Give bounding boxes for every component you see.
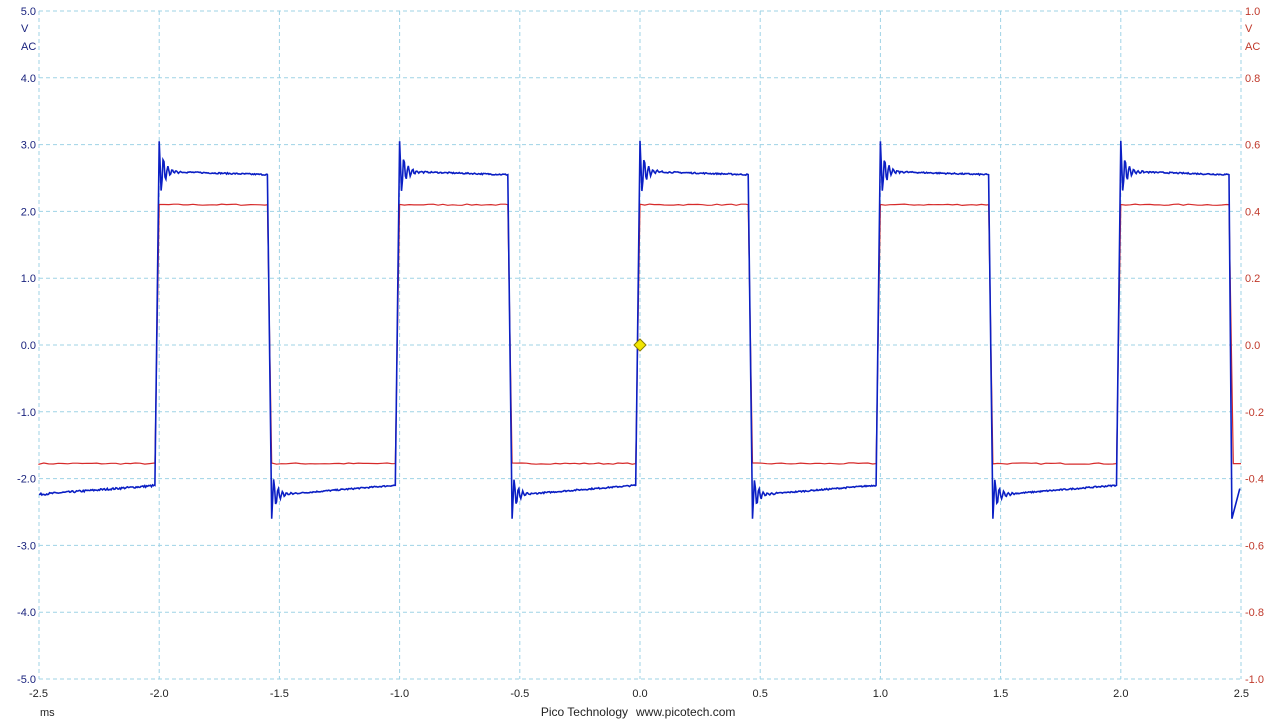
x-axis-tick-label: 2.5 bbox=[1234, 688, 1249, 700]
left-axis-tick-label: 3.0 bbox=[21, 140, 36, 152]
left-axis-tick-label: -1.0 bbox=[17, 407, 36, 419]
footer-brand: Pico Technology bbox=[541, 705, 628, 719]
right-axis-coupling: AC bbox=[1245, 41, 1260, 53]
left-axis-tick-label: 2.0 bbox=[21, 206, 36, 218]
left-axis-tick-label: -4.0 bbox=[17, 607, 36, 619]
x-axis-tick-label: 0.5 bbox=[753, 688, 768, 700]
x-axis-unit: ms bbox=[40, 707, 55, 719]
x-axis-tick-labels: -2.5 -2.0 -1.5 -1.0 -0.5 0.0 0.5 1.0 1.5 2.0 2.5 bbox=[29, 688, 1249, 700]
right-axis-tick-label: 1.0 bbox=[1245, 6, 1260, 18]
right-axis-tick-label: 0.6 bbox=[1245, 140, 1260, 152]
left-axis-tick-label: -3.0 bbox=[17, 540, 36, 552]
right-axis-tick-label: -0.6 bbox=[1245, 540, 1264, 552]
right-axis-tick-label: 0.2 bbox=[1245, 273, 1260, 285]
left-axis-tick-label: 4.0 bbox=[21, 73, 36, 85]
left-axis-coupling: AC bbox=[21, 41, 36, 53]
x-axis-tick-label: -1.0 bbox=[390, 688, 409, 700]
x-axis-tick-label: 1.0 bbox=[873, 688, 888, 700]
x-axis-tick-label: -1.5 bbox=[270, 688, 289, 700]
left-axis-tick-labels: 5.0 4.0 3.0 2.0 1.0 0.0 -1.0 -2.0 -3.0 -4.0 -5.0 bbox=[17, 6, 36, 686]
trigger-marker-diamond-icon[interactable] bbox=[633, 338, 647, 352]
right-axis-unit: V bbox=[1245, 23, 1253, 35]
left-axis-tick-label: 0.0 bbox=[21, 340, 36, 352]
x-axis-tick-label: 2.0 bbox=[1113, 688, 1128, 700]
grid-lines bbox=[38, 10, 1242, 680]
x-axis-tick-label: 0.0 bbox=[632, 688, 647, 700]
right-axis-tick-label: -0.4 bbox=[1245, 474, 1264, 486]
right-axis-tick-label: 0.4 bbox=[1245, 206, 1260, 218]
right-axis-tick-labels: 1.0 0.8 0.6 0.4 0.2 0.0 -0.2 -0.4 -0.6 -0.8 -1.0 bbox=[1245, 6, 1264, 686]
channel-a-trace bbox=[38, 140, 1241, 519]
right-axis-tick-label: 0.0 bbox=[1245, 340, 1260, 352]
x-axis-tick-label: 1.5 bbox=[993, 688, 1008, 700]
left-axis-tick-label: -2.0 bbox=[17, 474, 36, 486]
right-axis-tick-label: -0.8 bbox=[1245, 607, 1264, 619]
right-axis-tick-label: 0.8 bbox=[1245, 73, 1260, 85]
left-axis-tick-label: 5.0 bbox=[21, 6, 36, 18]
footer-website: www.picotech.com bbox=[635, 705, 735, 719]
right-axis-tick-label: -1.0 bbox=[1245, 674, 1264, 686]
left-axis-tick-label: -5.0 bbox=[17, 674, 36, 686]
right-axis-tick-label: -0.2 bbox=[1245, 407, 1264, 419]
x-axis-tick-label: -2.0 bbox=[150, 688, 169, 700]
x-axis-tick-label: -0.5 bbox=[510, 688, 529, 700]
left-axis-tick-label: 1.0 bbox=[21, 273, 36, 285]
left-axis-unit: V bbox=[21, 23, 29, 35]
x-axis-tick-label: -2.5 bbox=[29, 688, 48, 700]
